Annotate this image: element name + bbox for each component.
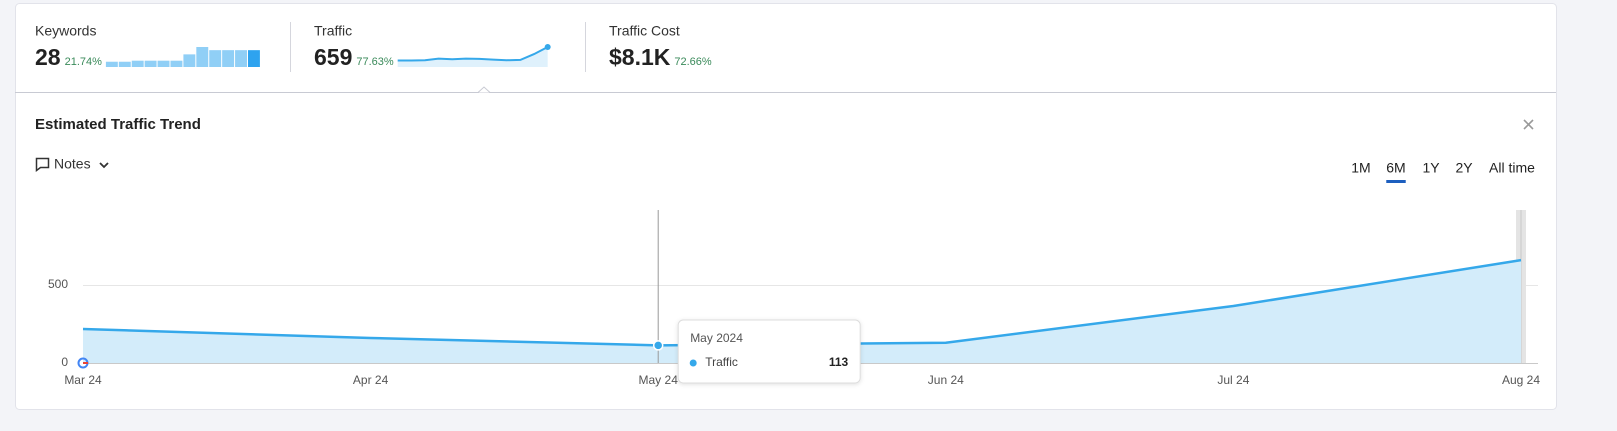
tooltip-title: May 2024 [690, 331, 743, 345]
sparkline-end [544, 44, 551, 50]
notes-icon [35, 157, 50, 172]
sparkline-bar [222, 50, 235, 67]
metric-value: 28 [35, 44, 61, 70]
x-tick-label: Mar 24 [64, 373, 102, 387]
metric-change: 77.63% [356, 56, 394, 68]
sparkline-bar [196, 47, 209, 67]
chevron [99, 162, 109, 169]
metric-change: 21.74% [65, 56, 103, 68]
metric-value: 659 [314, 44, 352, 70]
range-tab[interactable]: 2Y [1455, 160, 1473, 176]
card [15, 3, 1557, 410]
active-underline [1386, 180, 1406, 183]
y-tick-label: 500 [48, 277, 68, 291]
area [83, 260, 1521, 363]
x-tick-label: Apr 24 [353, 373, 389, 387]
notes-label: Notes [54, 156, 91, 172]
x-tick-label: Jul 24 [1217, 373, 1249, 387]
x-tick-label: May 24 [639, 373, 679, 387]
tooltip [677, 319, 861, 384]
sparkline-bar [170, 60, 183, 67]
sparkline-bar [118, 61, 131, 67]
tooltip-series: Traffic [705, 355, 738, 369]
sparkline-bar [144, 60, 157, 67]
y-tick-label: 0 [61, 355, 68, 369]
notes-button[interactable]: Notes [35, 156, 109, 172]
x-tick-label: Jun 24 [928, 373, 964, 387]
sparkline-bar [183, 54, 196, 67]
range-tab[interactable]: 1M [1351, 160, 1370, 176]
google-icon-part [83, 362, 88, 364]
metric-value: $8.1K [609, 44, 671, 70]
metric-label: Traffic Cost [609, 23, 680, 39]
close-icon [1523, 119, 1534, 130]
notch [477, 86, 491, 93]
sparkline-bar [157, 60, 170, 67]
chart: 0 500 Mar 24 Apr 24 May 24 Jun 24 Jul 24 Aug 24… [48, 210, 1540, 387]
metric-label: Keywords [35, 23, 96, 39]
metric-label: Traffic [314, 23, 352, 39]
range-tab[interactable]: 1Y [1422, 160, 1440, 176]
tooltip-swatch [689, 359, 697, 367]
panel-title: Estimated Traffic Trend [35, 116, 201, 133]
sparkline-bar [209, 50, 222, 67]
sparkline-bar [105, 61, 118, 67]
range-tab[interactable]: 6M [1386, 160, 1405, 176]
metric-change: 72.66% [674, 56, 712, 68]
tooltip-value: 113 [829, 355, 849, 369]
range-tab[interactable]: All time [1489, 160, 1535, 176]
sparkline-bar [131, 60, 144, 67]
x-tick-label: Aug 24 [1502, 373, 1540, 387]
metrics: Keywords 28 21.74% Traffic 659 77.63% Traffic … [35, 23, 712, 70]
sparkline-bar [235, 50, 247, 67]
sparkline-line [397, 46, 549, 62]
close-button[interactable] [1523, 119, 1534, 130]
sparkline-bar [247, 50, 260, 67]
hover-point [652, 340, 664, 351]
sparkline-area [397, 47, 548, 67]
range-tabs: 1M 6M 1Y 2Y All time [1351, 160, 1535, 183]
